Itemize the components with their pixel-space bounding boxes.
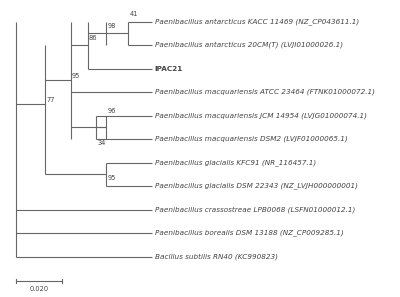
Text: 95: 95 <box>108 175 116 181</box>
Text: Paenibacillus macquariensis ATCC 23464 (FTNK01000072.1): Paenibacillus macquariensis ATCC 23464 (… <box>155 89 375 95</box>
Text: Paenibacillus glacialis KFC91 (NR_116457.1): Paenibacillus glacialis KFC91 (NR_116457… <box>155 159 316 166</box>
Text: Paenibacillus glacialis DSM 22343 (NZ_LVJH000000001): Paenibacillus glacialis DSM 22343 (NZ_LV… <box>155 183 358 189</box>
Text: Paenibacillus macquariensis DSM2 (LVJF01000065.1): Paenibacillus macquariensis DSM2 (LVJF01… <box>155 136 348 142</box>
Text: 34: 34 <box>98 140 106 146</box>
Text: 41: 41 <box>130 11 138 17</box>
Text: 96: 96 <box>108 108 116 114</box>
Text: 77: 77 <box>46 97 55 103</box>
Text: Paenibacillus macquariensis JCM 14954 (LVJG01000074.1): Paenibacillus macquariensis JCM 14954 (L… <box>155 112 367 119</box>
Text: Paenibacillus crassostreae LPB0068 (LSFN01000012.1): Paenibacillus crassostreae LPB0068 (LSFN… <box>155 206 355 213</box>
Text: 95: 95 <box>72 73 80 79</box>
Text: Bacillus subtilis RN40 (KC990823): Bacillus subtilis RN40 (KC990823) <box>155 253 278 260</box>
Text: 98: 98 <box>108 23 116 29</box>
Text: IPAC21: IPAC21 <box>155 66 183 72</box>
Text: 0.020: 0.020 <box>30 287 48 293</box>
Text: 86: 86 <box>89 35 98 41</box>
Text: Paenibacillus antarcticus KACC 11469 (NZ_CP043611.1): Paenibacillus antarcticus KACC 11469 (NZ… <box>155 18 359 25</box>
Text: Paenibacillus borealis DSM 13188 (NZ_CP009285.1): Paenibacillus borealis DSM 13188 (NZ_CP0… <box>155 230 344 236</box>
Text: Paenibacillus antarcticus 20CM(T) (LVJI01000026.1): Paenibacillus antarcticus 20CM(T) (LVJI0… <box>155 42 343 48</box>
